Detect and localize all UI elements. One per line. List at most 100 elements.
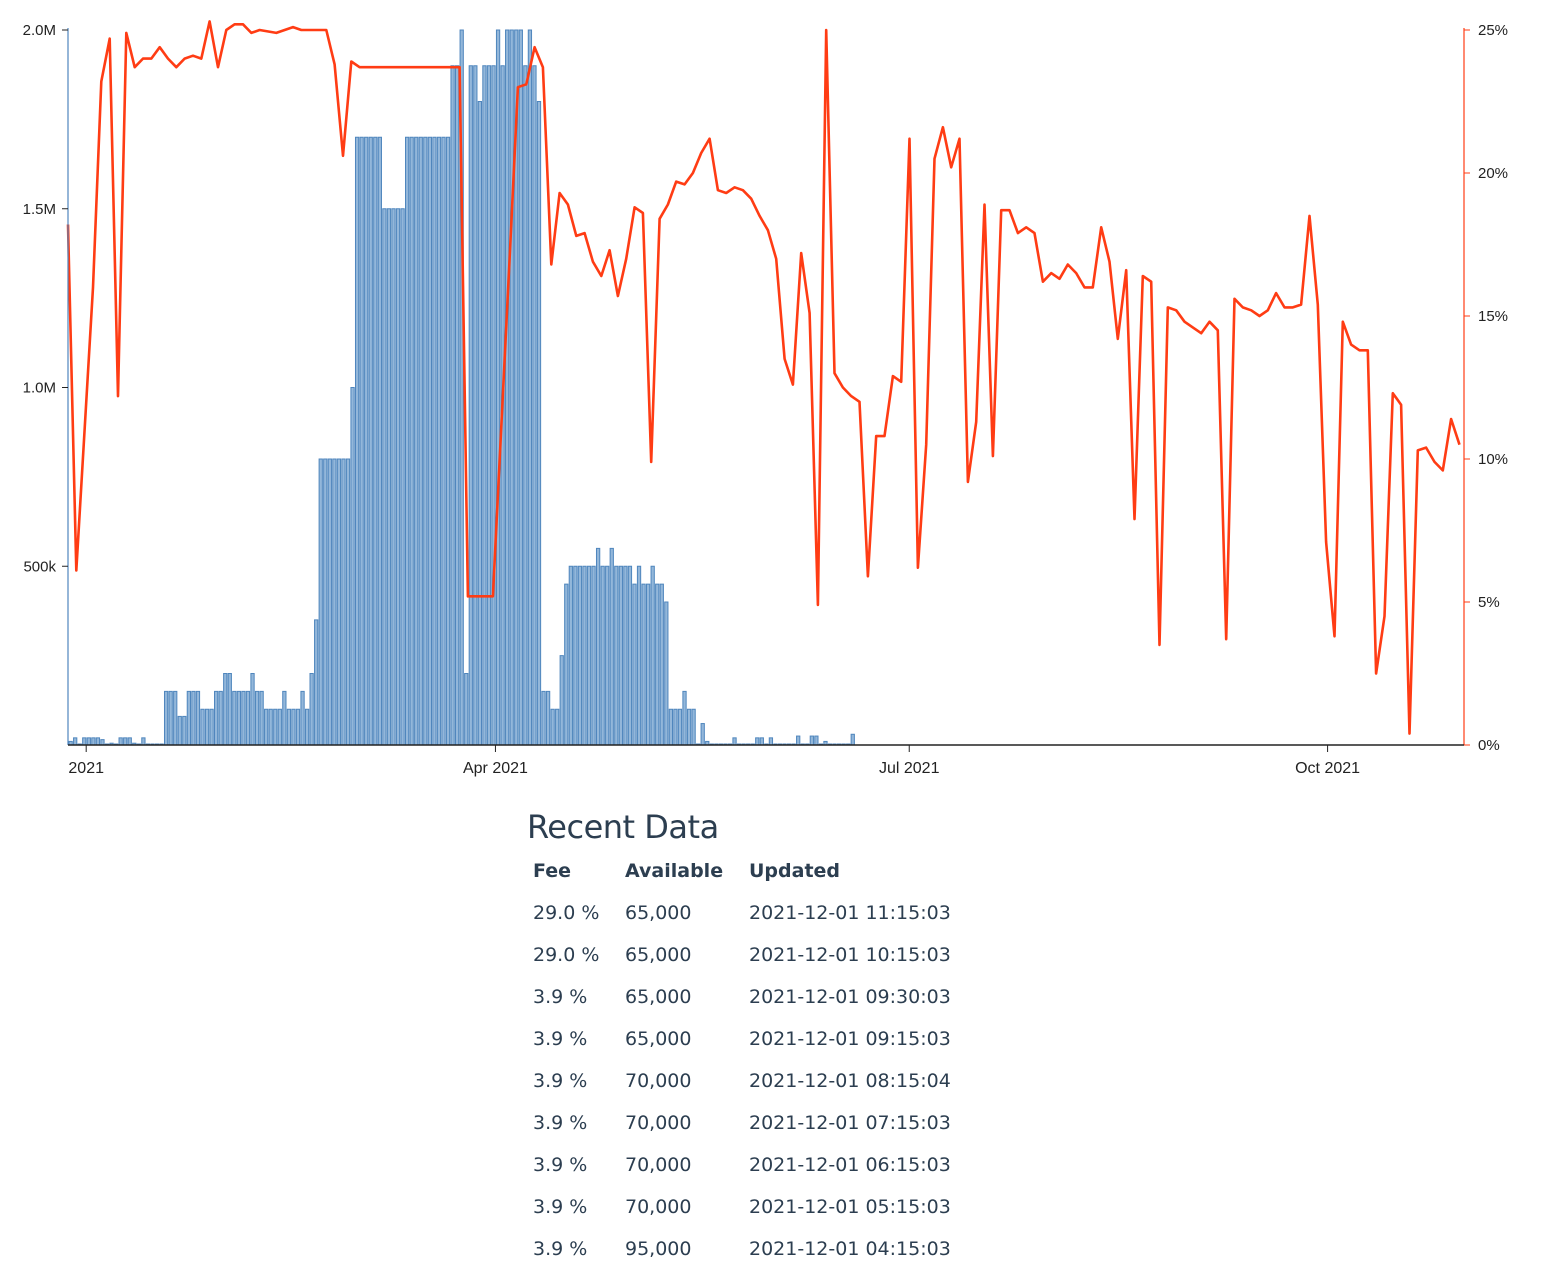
available-bar	[505, 29, 510, 746]
fee-cell: 3.9 %	[533, 986, 588, 1008]
available-bar	[73, 737, 78, 746]
fee-cell: 3.9 %	[533, 1154, 588, 1176]
updated-cell: 2021-12-01 10:15:03	[749, 944, 951, 966]
available-bar	[796, 735, 801, 746]
available-bar	[359, 136, 364, 746]
right-tick-label: 15%	[1478, 308, 1508, 325]
available-bar	[605, 565, 610, 746]
available-bar	[82, 737, 87, 746]
available-bar	[468, 65, 473, 746]
available-bar	[195, 690, 201, 746]
available-bar	[86, 737, 91, 746]
available-bar	[545, 690, 551, 746]
right-tick-label: 10%	[1478, 451, 1508, 468]
available-bar	[377, 136, 382, 746]
available-bar	[91, 737, 96, 746]
available-bar	[327, 458, 332, 746]
available-cell: 95,000	[625, 1238, 692, 1260]
fee-cell: 3.9 %	[533, 1196, 588, 1218]
available-bar	[850, 733, 855, 746]
available-bar	[627, 565, 633, 746]
available-cell: 70,000	[625, 1070, 692, 1092]
available-bar	[323, 458, 328, 746]
available-bar	[95, 737, 101, 746]
available-bar	[391, 208, 396, 746]
right-tick-label: 0%	[1478, 737, 1500, 754]
available-bar	[664, 601, 669, 746]
available-bar	[591, 565, 596, 746]
available-bar	[336, 458, 342, 746]
updated-cell: 2021-12-01 09:30:03	[749, 986, 951, 1008]
available-bar	[455, 65, 460, 746]
available-bar	[318, 458, 323, 746]
available-cell: 70,000	[625, 1196, 692, 1218]
available-bar	[141, 737, 146, 746]
left-tick-label: 1.0M	[23, 380, 56, 397]
available-bar	[127, 737, 132, 746]
available-bar	[254, 690, 260, 746]
available-bar	[405, 136, 410, 746]
available-bar	[168, 690, 173, 746]
available-bar	[364, 136, 369, 746]
available-bar	[304, 708, 310, 746]
available-bar	[300, 690, 305, 746]
available-bar	[173, 690, 178, 746]
available-bar	[473, 65, 478, 746]
available-bar	[295, 708, 301, 746]
x-tick-label: Jul 2021	[879, 760, 940, 777]
available-bar	[541, 690, 546, 746]
available-bar	[227, 673, 232, 746]
available-bar	[568, 565, 573, 746]
available-bar	[464, 673, 469, 746]
available-bar	[623, 565, 628, 746]
available-bar	[686, 708, 692, 746]
table-row: 3.9 % 95,000 2021-12-01 04:15:03	[527, 1228, 951, 1270]
available-bar	[200, 708, 205, 746]
available-cell: 65,000	[625, 986, 692, 1008]
x-tick-label: Apr 2021	[463, 760, 528, 777]
fee-line-series	[66, 20, 1461, 735]
table-row: 3.9 % 70,000 2021-12-01 08:15:04	[527, 1060, 951, 1102]
available-bar	[636, 565, 642, 746]
available-cell: 70,000	[625, 1154, 692, 1176]
available-bar	[291, 708, 296, 746]
available-bar	[600, 565, 605, 746]
available-bar	[368, 136, 373, 746]
right-tick-label: 20%	[1478, 165, 1508, 182]
available-bar	[673, 708, 678, 746]
available-bar	[577, 565, 583, 746]
column-header-fee: Fee	[533, 860, 571, 882]
updated-cell: 2021-12-01 06:15:03	[749, 1154, 951, 1176]
available-bar	[282, 690, 287, 746]
table-row: 29.0 % 65,000 2021-12-01 11:15:03	[527, 892, 951, 934]
available-bar	[286, 708, 292, 746]
available-bar	[309, 673, 314, 746]
fee-availability-chart: 500k 1.0M 1.5M 2.0M 0% 5% 10% 15% 20% 25% 2021 Ap…	[23, 20, 1508, 777]
left-tick-label: 500k	[23, 558, 56, 575]
available-bar	[477, 101, 483, 746]
available-cell: 65,000	[625, 1028, 692, 1050]
available-bar	[532, 65, 537, 746]
updated-cell: 2021-12-01 11:15:03	[749, 902, 951, 924]
available-bar	[609, 547, 614, 746]
available-bar	[350, 387, 355, 746]
available-bar	[314, 619, 319, 746]
available-bar	[273, 708, 278, 746]
table-row: 3.9 % 70,000 2021-12-01 05:15:03	[527, 1186, 951, 1228]
available-bar	[345, 458, 351, 746]
fee-cell: 3.9 %	[533, 1028, 588, 1050]
fee-cell: 3.9 %	[533, 1238, 588, 1260]
table-row: 29.0 % 65,000 2021-12-01 10:15:03	[527, 934, 951, 976]
available-bar	[373, 136, 378, 746]
available-bar	[277, 708, 282, 746]
available-bar	[418, 136, 423, 746]
right-tick-label: 25%	[1478, 22, 1508, 39]
available-bar	[232, 690, 237, 746]
recent-data-title: Recent Data	[527, 808, 719, 846]
available-bar	[691, 708, 696, 746]
available-bar	[427, 136, 433, 746]
available-bar	[555, 708, 560, 746]
table-header-row: Fee Available Updated	[527, 860, 951, 892]
available-bar	[586, 565, 592, 746]
table-row: 3.9 % 70,000 2021-12-01 07:15:03	[527, 1102, 951, 1144]
